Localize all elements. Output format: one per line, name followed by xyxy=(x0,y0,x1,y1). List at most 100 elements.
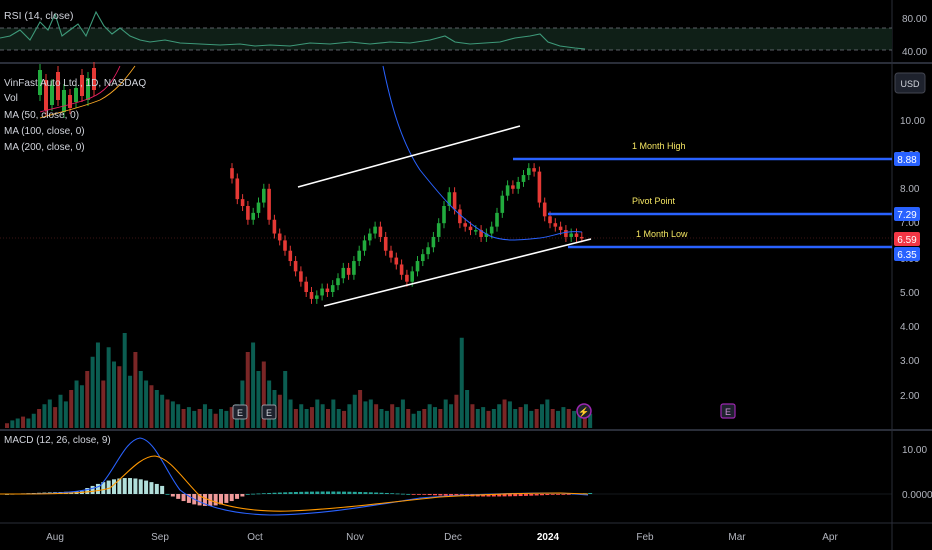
macd-line xyxy=(0,437,589,516)
time-tick: Feb xyxy=(636,532,654,543)
volume-bar xyxy=(154,390,159,428)
candle-body xyxy=(362,240,367,251)
candle-body xyxy=(357,250,361,262)
macd-hist-bar xyxy=(245,494,250,495)
macd-hist-bar xyxy=(550,494,555,495)
macd-hist-bar xyxy=(416,494,421,495)
volume-bar xyxy=(529,410,534,428)
volume-bar xyxy=(283,371,288,428)
volume-bar xyxy=(15,418,20,428)
earnings-marker[interactable] xyxy=(232,404,248,420)
volume-bar xyxy=(74,380,79,428)
macd-hist-bar xyxy=(395,493,400,495)
legend: VinFast Auto Ltd., 1D, NASDAQ Vol MA (50… xyxy=(4,78,146,153)
volume-bar xyxy=(368,399,373,428)
volume-bar xyxy=(79,385,84,428)
candle-body xyxy=(436,223,441,237)
candle-body xyxy=(558,226,563,231)
macd-pane: MACD (12, 26, close, 9) 10.00 0.0000 xyxy=(0,435,932,516)
volume-bar xyxy=(229,407,234,428)
dividend-lightning-icon[interactable] xyxy=(576,403,592,419)
rsi-tick: 40.00 xyxy=(902,47,927,58)
rsi-pane: RSI (14, close) 80.00 40.00 xyxy=(0,10,927,58)
candle-body xyxy=(346,267,351,275)
rsi-line xyxy=(0,10,586,50)
candle-body xyxy=(288,250,293,262)
volume-bar xyxy=(69,390,74,428)
svg-text:USD: USD xyxy=(900,79,920,89)
volume-bar xyxy=(26,418,31,428)
earnings-marker[interactable] xyxy=(261,404,277,420)
macd-hist-bar xyxy=(529,494,534,496)
price-axis[interactable]: USD 10.00 9.00 8.00 7.00 6.00 5.00 4.00 … xyxy=(894,72,926,402)
volume-bar xyxy=(481,407,486,428)
event-markers[interactable]: E E ⚡ E xyxy=(232,403,736,420)
macd-label: MACD (12, 26, close, 9) xyxy=(4,435,111,446)
macd-hist-bar xyxy=(181,494,186,502)
candle-body xyxy=(373,226,377,234)
volume-bar xyxy=(545,399,550,428)
volume-bar xyxy=(10,420,15,428)
currency-button[interactable] xyxy=(894,72,926,94)
volume-bar xyxy=(240,380,245,428)
macd-hist-bar xyxy=(438,494,443,496)
candle-body xyxy=(251,212,255,220)
candle-body xyxy=(50,85,54,105)
volume-bar xyxy=(117,366,122,428)
volume-bar xyxy=(90,356,95,428)
volume-bar xyxy=(149,385,154,428)
candle-body xyxy=(574,233,579,237)
volume-bar xyxy=(363,401,368,428)
price-tick: 3.00 xyxy=(900,356,920,367)
macd-histogram xyxy=(5,478,593,506)
svg-text:6.59: 6.59 xyxy=(897,235,917,246)
macd-hist-bar xyxy=(368,492,373,494)
candle-body xyxy=(521,175,526,182)
volume-bar xyxy=(267,380,272,428)
macd-hist-bar xyxy=(144,480,149,494)
volume-bar xyxy=(326,409,330,428)
macd-hist-bar xyxy=(400,493,405,495)
candle-body xyxy=(330,285,335,292)
candle-body xyxy=(304,281,308,292)
price-label-pivot xyxy=(894,207,920,221)
volume-bar xyxy=(112,361,116,428)
time-axis[interactable]: Aug Sep Oct Nov Dec 2024 Feb Mar Apr xyxy=(46,532,838,543)
candle-body xyxy=(500,195,505,213)
macd-hist-bar xyxy=(101,482,106,494)
volume-bar xyxy=(101,380,106,428)
macd-hist-bar xyxy=(497,494,502,497)
volume-bar xyxy=(224,410,229,428)
volume-bar xyxy=(245,352,250,428)
candle-body xyxy=(44,80,48,110)
volume-bar xyxy=(176,404,181,428)
macd-hist-bar xyxy=(433,494,437,496)
macd-hist-bar xyxy=(406,494,411,495)
legend-ma50: MA (50, close, 0) xyxy=(4,110,79,121)
candle-body xyxy=(580,236,584,239)
volume-bar xyxy=(304,409,309,428)
macd-hist-bar xyxy=(309,491,314,494)
candle-body xyxy=(378,226,383,237)
volume-bar xyxy=(37,409,42,428)
candle-body xyxy=(80,75,84,96)
macd-hist-bar xyxy=(229,494,234,502)
volume-bars xyxy=(5,333,593,428)
volume-bar xyxy=(534,409,539,428)
candle-body xyxy=(537,171,542,203)
candle-body xyxy=(368,233,372,241)
candle-body xyxy=(452,192,457,210)
symbol-title: VinFast Auto Ltd., 1D, NASDAQ xyxy=(4,78,146,89)
macd-hist-bar xyxy=(352,491,357,494)
candle-body xyxy=(56,72,60,100)
macd-hist-bar xyxy=(283,492,288,494)
candle-body xyxy=(230,168,234,179)
candle-body xyxy=(527,168,531,176)
time-tick: Nov xyxy=(346,532,364,543)
macd-hist-bar xyxy=(85,488,90,494)
candle-body xyxy=(516,181,520,189)
volume-bar xyxy=(197,409,202,428)
volume-bar xyxy=(342,410,347,428)
earnings-marker-upcoming[interactable] xyxy=(720,403,736,419)
